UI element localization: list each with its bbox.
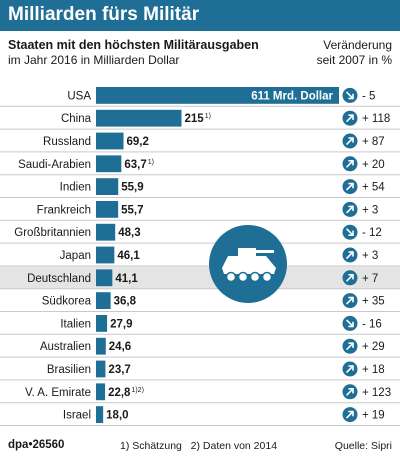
change-label: + 19: [362, 410, 385, 422]
bar: [96, 201, 119, 218]
subtitle: Staaten mit den höchsten Militärausgaben…: [8, 38, 259, 68]
category-label: USA: [67, 90, 91, 102]
chart-title: Milliarden fürs Militär: [8, 4, 200, 25]
bar: [96, 87, 339, 104]
value-label: 69,2: [127, 136, 149, 148]
category-label: Australien: [40, 341, 91, 353]
bar: [96, 109, 182, 127]
value-label: 46,1: [117, 250, 140, 262]
value-label: 41,1: [115, 273, 138, 285]
category-label: Brasilien: [47, 364, 91, 376]
arrow-glyph: [346, 91, 354, 100]
bar: [96, 315, 108, 332]
bar: [96, 292, 111, 309]
category-label: Israel: [63, 410, 91, 422]
change-label: - 12: [362, 227, 382, 239]
value-footnote: 1): [205, 113, 211, 120]
change-label: - 16: [362, 318, 382, 330]
category-label: China: [61, 113, 92, 125]
value-label: 23,7: [108, 364, 130, 376]
footnote-1: 1) Schätzung: [120, 440, 182, 452]
source-id: dpa•26560: [8, 439, 65, 451]
change-label: + 7: [362, 273, 378, 285]
bar: [96, 406, 104, 423]
value-label: 63,71): [124, 159, 154, 171]
arrow-glyph: [346, 274, 354, 282]
change-header: Veränderung seit 2007 in %: [317, 38, 392, 68]
value-label: 55,7: [121, 204, 143, 216]
value-label: 48,3: [118, 227, 140, 239]
bar: [96, 246, 115, 264]
value-footnote: 1)2): [131, 387, 143, 394]
arrow-glyph: [346, 160, 354, 168]
value-label: 2151): [185, 113, 211, 125]
footnotes: 1) Schätzung 2) Daten von 2014: [120, 440, 277, 452]
bar-chart: USA 611 Mrd. Dollar - 5 China 2151) + 118 Russ…: [0, 87, 400, 426]
change-label: + 123: [362, 387, 391, 399]
arrow-glyph: [346, 296, 354, 305]
category-label: Italien: [60, 318, 91, 330]
footer: dpa•26560 1) Schätzung 2) Daten von 2014…: [0, 435, 400, 457]
value-label: 24,6: [109, 341, 131, 353]
bar: [96, 337, 106, 355]
source-credit: Quelle: Sipri: [334, 440, 392, 452]
category-label: Russland: [43, 136, 91, 148]
value-label: 55,9: [121, 182, 143, 194]
arrow-glyph: [346, 114, 354, 122]
change-label: + 20: [362, 159, 385, 171]
category-label: Deutschland: [27, 273, 91, 285]
change-label: - 5: [362, 90, 375, 102]
change-header-line-2: seit 2007 in %: [316, 53, 392, 67]
category-label: Frankreich: [37, 204, 91, 216]
bar: [96, 132, 124, 150]
change-label: + 3: [362, 204, 378, 216]
change-label: + 29: [362, 341, 385, 353]
arrow-glyph: [346, 182, 354, 191]
bar: [96, 223, 116, 241]
value-label: 36,8: [114, 296, 137, 308]
subtitle-line-1: Staaten mit den höchsten Militärausgaben: [8, 38, 259, 52]
value-label: 611 Mrd. Dollar: [251, 90, 333, 102]
armored-vehicle-icon: [209, 225, 287, 303]
change-label: + 3: [362, 250, 378, 262]
bar: [96, 383, 106, 401]
value-label: 18,0: [106, 410, 128, 422]
value-label: 27,9: [110, 318, 132, 330]
category-label: Indien: [60, 182, 91, 194]
bar: [96, 269, 113, 287]
category-label: Südkorea: [42, 296, 92, 308]
change-label: + 18: [362, 364, 385, 376]
title-bar: Milliarden fürs Militär: [0, 0, 400, 31]
change-label: + 87: [362, 136, 385, 148]
subtitle-line-2: im Jahr 2016 in Milliarden Dollar: [8, 53, 180, 67]
category-label: V. A. Emirate: [25, 387, 91, 399]
change-header-line-1: Veränderung: [323, 38, 392, 52]
arrow-glyph: [346, 251, 354, 259]
arrow-glyph: [346, 410, 354, 419]
arrow-glyph: [346, 228, 354, 236]
category-label: Saudi-Arabien: [18, 159, 91, 171]
value-label: 22,81)2): [108, 387, 144, 399]
arrow-glyph: [346, 319, 354, 328]
bar: [96, 178, 119, 195]
category-label: Japan: [60, 250, 91, 262]
arrow-glyph: [346, 365, 354, 373]
arrow-glyph: [346, 137, 354, 145]
arrow-glyph: [346, 342, 354, 350]
value-footnote: 1): [148, 159, 154, 166]
bar: [96, 155, 122, 173]
bar: [96, 360, 106, 378]
arrow-glyph: [346, 205, 354, 214]
footnote-2: 2) Daten von 2014: [190, 440, 278, 452]
arrow-glyph: [346, 388, 354, 396]
category-label: Großbritannien: [14, 227, 91, 239]
change-label: + 35: [362, 296, 385, 308]
change-label: + 118: [362, 113, 390, 125]
change-label: + 54: [362, 182, 385, 194]
